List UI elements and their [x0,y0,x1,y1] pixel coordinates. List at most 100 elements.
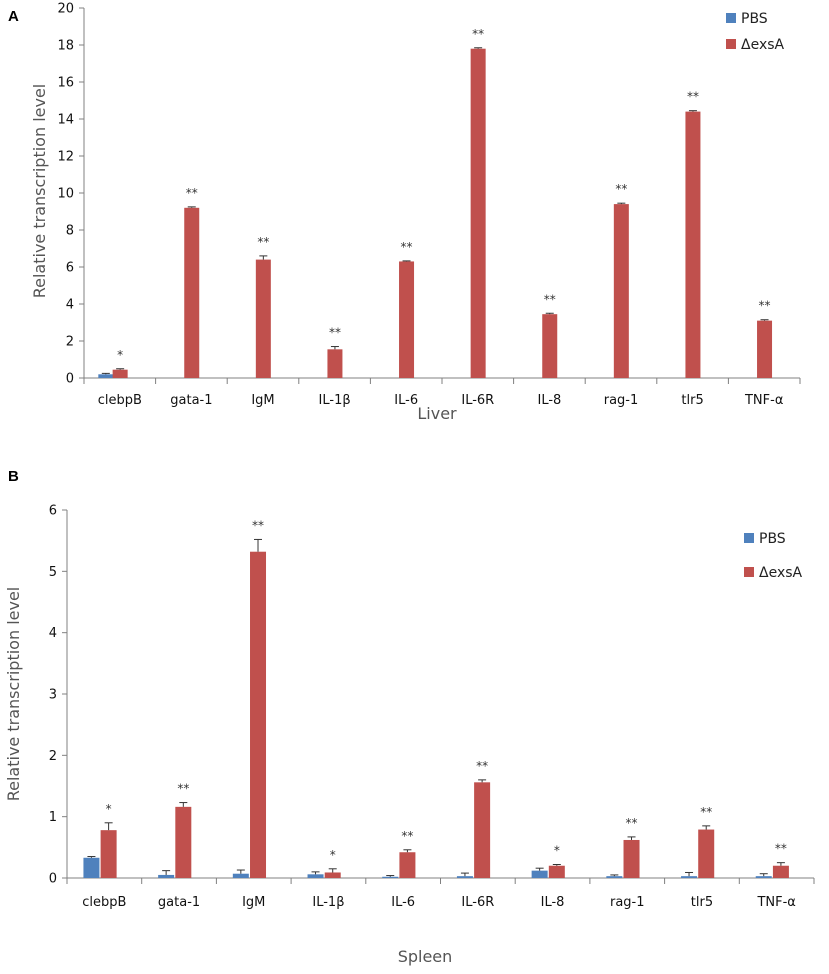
panel-a-category-label: IL-6R [461,393,494,408]
panel-a-category-label: clebpB [98,393,142,408]
panel-b-significance-label: * [554,844,560,858]
panel-a-ytick-label: 18 [57,39,74,54]
panel-b-ylabel: Relative transcription level [4,587,23,802]
panel-a-significance-label: ** [401,240,413,254]
panel-b-ytick-label: 5 [49,565,57,580]
panel-b-bar-dexsa [698,829,715,878]
panel-a-category-label: IL-1β [319,393,351,408]
panel-b-category-label: gata-1 [158,895,200,910]
panel-b-legend-swatch-pbs [744,533,754,543]
panel-a-bar-dexsa [255,259,271,378]
panel-b-category-label: clebpB [82,895,126,910]
panel-a-bar-dexsa [184,207,200,378]
panel-b-legend-label-dexsa: ΔexsA [759,565,803,581]
panel-b-ytick-label: 1 [49,810,57,825]
panel-a-bar-dexsa [327,349,343,378]
panel-a-bar-dexsa [112,369,128,378]
panel-a-ytick-label: 0 [66,372,74,387]
panel-b-category-label: IL-6 [391,895,415,910]
panel-b-significance-label: ** [177,782,189,796]
panel-b-xlabel: Spleen [398,947,453,966]
panel-a-legend-label-pbs: PBS [741,11,768,27]
panel-b-category-label: rag-1 [610,895,645,910]
panel-b-bar-pbs [83,857,100,878]
panel-b-category-label: IgM [242,895,265,910]
panel-b-bar-dexsa [548,865,565,878]
panel-a-bar-dexsa [470,48,486,378]
panel-a-ytick-label: 12 [57,150,74,165]
panel-b-ytick-label: 6 [49,504,57,519]
panel-a-significance-label: * [117,348,123,362]
panel-a-legend-label-dexsa: ΔexsA [741,37,785,53]
panel-a-category-label: gata-1 [170,393,212,408]
panel-a-ytick-label: 4 [66,298,74,313]
panel-b-bar-pbs [158,874,175,878]
panel-b-significance-label: ** [252,518,264,532]
panel-b-bar-dexsa [324,872,341,878]
panel-b-bar-pbs [531,870,548,878]
panel-a-bar-dexsa [685,111,701,378]
panel-b-category-label: IL-1β [312,895,344,910]
panel-a-legend-swatch-pbs [726,13,736,23]
panel-a-significance-label: ** [687,90,699,104]
panel-a-bar-dexsa [399,261,415,378]
panel-a-ytick-label: 20 [57,2,74,17]
panel-a-ytick-label: 8 [66,224,74,239]
panel-b-category-label: TNF-α [756,895,795,910]
panel-a-significance-label: ** [544,292,556,306]
panel-b-bar-pbs [755,876,772,878]
panel-a-letter: A [8,8,19,25]
panel-b-bar-pbs [307,874,324,878]
panel-a-ytick-label: 14 [57,113,74,128]
panel-a-category-label: IL-6 [394,393,418,408]
panel-a-bar-pbs [98,374,114,378]
panel-a-category-label: IL-8 [537,393,561,408]
panel-a-category-label: rag-1 [604,393,639,408]
panel-b-bar-pbs [382,876,399,878]
panel-a-category-label: tlr5 [681,393,703,408]
panel-b-bar-pbs [606,876,623,878]
panel-b-bar-pbs [681,876,698,878]
panel-b-significance-label: ** [775,842,787,856]
panel-a-significance-label: ** [329,326,341,340]
panel-a-significance-label: ** [759,299,771,313]
panel-b-bar-pbs [456,876,473,878]
panel-b-bar-dexsa [399,852,416,878]
panel-a-bar-dexsa [613,204,629,378]
panel-b-category-label: IL-6R [461,895,494,910]
panel-a-ytick-label: 16 [57,76,74,91]
panel-b-significance-label: ** [476,759,488,773]
panel-b-bar-dexsa [175,806,192,878]
panel-b-category-label: tlr5 [691,895,713,910]
panel-a-legend-swatch-dexsa [726,39,736,49]
panel-b-letter: B [8,468,19,485]
panel-a-bar-dexsa [757,320,773,378]
panel-b-category-label: IL-8 [541,895,565,910]
panel-b-significance-label: ** [401,829,413,843]
panel-b-bar-dexsa [623,839,640,878]
panel-b-significance-label: * [330,848,336,862]
panel-b-ytick-label: 2 [49,749,57,764]
panel-a-ytick-label: 10 [57,187,74,202]
panel-b-significance-label: * [106,802,112,816]
panel-b-legend-label-pbs: PBS [759,531,786,547]
panel-b-ytick-label: 4 [49,626,57,641]
panel-a-xlabel: Liver [417,404,457,423]
panel-a-significance-label: ** [186,186,198,200]
panel-a-category-label: TNF-α [744,393,783,408]
panel-a-ylabel: Relative transcription level [30,84,49,299]
panel-b-bar-dexsa [772,865,789,878]
panel-b-ytick-label: 3 [49,688,57,703]
panel-a-ytick-label: 6 [66,261,74,276]
panel-b-ytick-label: 0 [49,872,57,887]
panel-b-bar-dexsa [100,830,117,878]
panel-a-chart: 02468101214161820*******************cleb… [57,2,801,408]
panel-b-significance-label: ** [700,805,712,819]
panel-a-significance-label: ** [615,182,627,196]
panel-b-significance-label: ** [626,816,638,830]
panel-b-bar-pbs [232,873,249,878]
panel-a-significance-label: ** [257,235,269,249]
panel-a-significance-label: ** [472,27,484,41]
